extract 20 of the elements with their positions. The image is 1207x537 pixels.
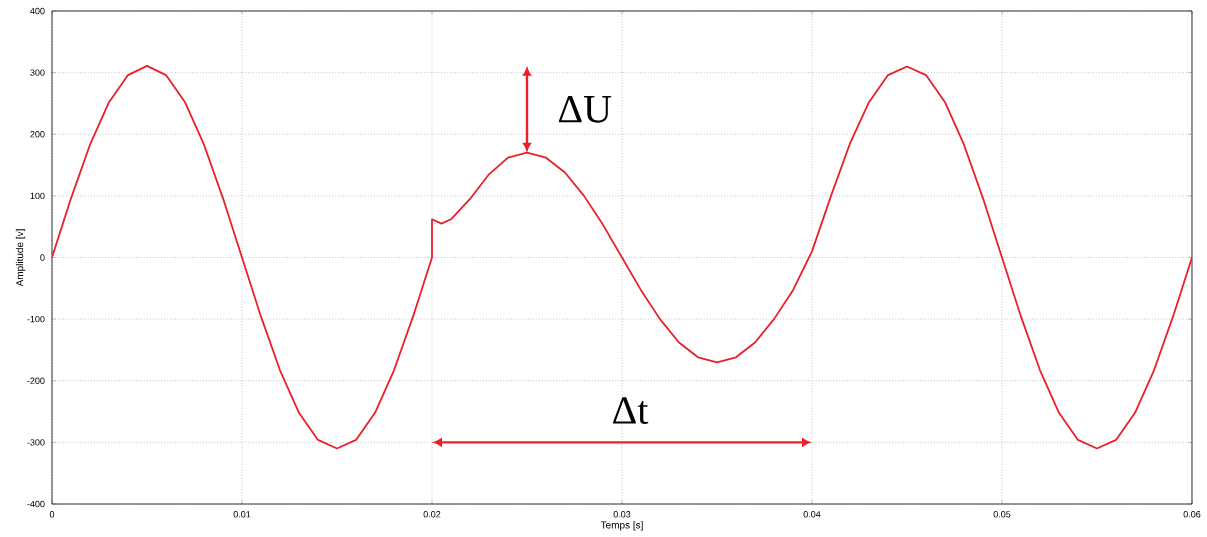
annotation: Δt [613, 397, 649, 424]
y-tick-label: 200 [30, 131, 45, 138]
y-tick-label: -300 [27, 439, 45, 446]
y-tick-label: 0 [40, 254, 45, 261]
x-tick-label: 0.02 [423, 511, 441, 518]
y-tick-label: -100 [27, 315, 45, 323]
x-tick-label: 0.05 [993, 511, 1011, 518]
y-tick-label: 100 [30, 192, 45, 200]
x-tick-label: 0.03 [613, 511, 631, 518]
annotation: ΔU [558, 95, 612, 123]
y-tick-label: 400 [30, 7, 45, 15]
x-tick-label: 0.06 [1183, 511, 1201, 518]
y-tick-label: -200 [27, 377, 45, 384]
x-tick-label: 0.04 [803, 511, 821, 518]
x-tick-label: 0 [49, 511, 55, 518]
y-axis-title: Amplitude [v] [15, 229, 26, 287]
x-axis-title: Temps [s] [600, 521, 643, 531]
y-tick-label: 300 [30, 69, 45, 76]
y-tick-label: -400 [27, 500, 45, 508]
x-tick-label: 0.01 [233, 511, 251, 518]
